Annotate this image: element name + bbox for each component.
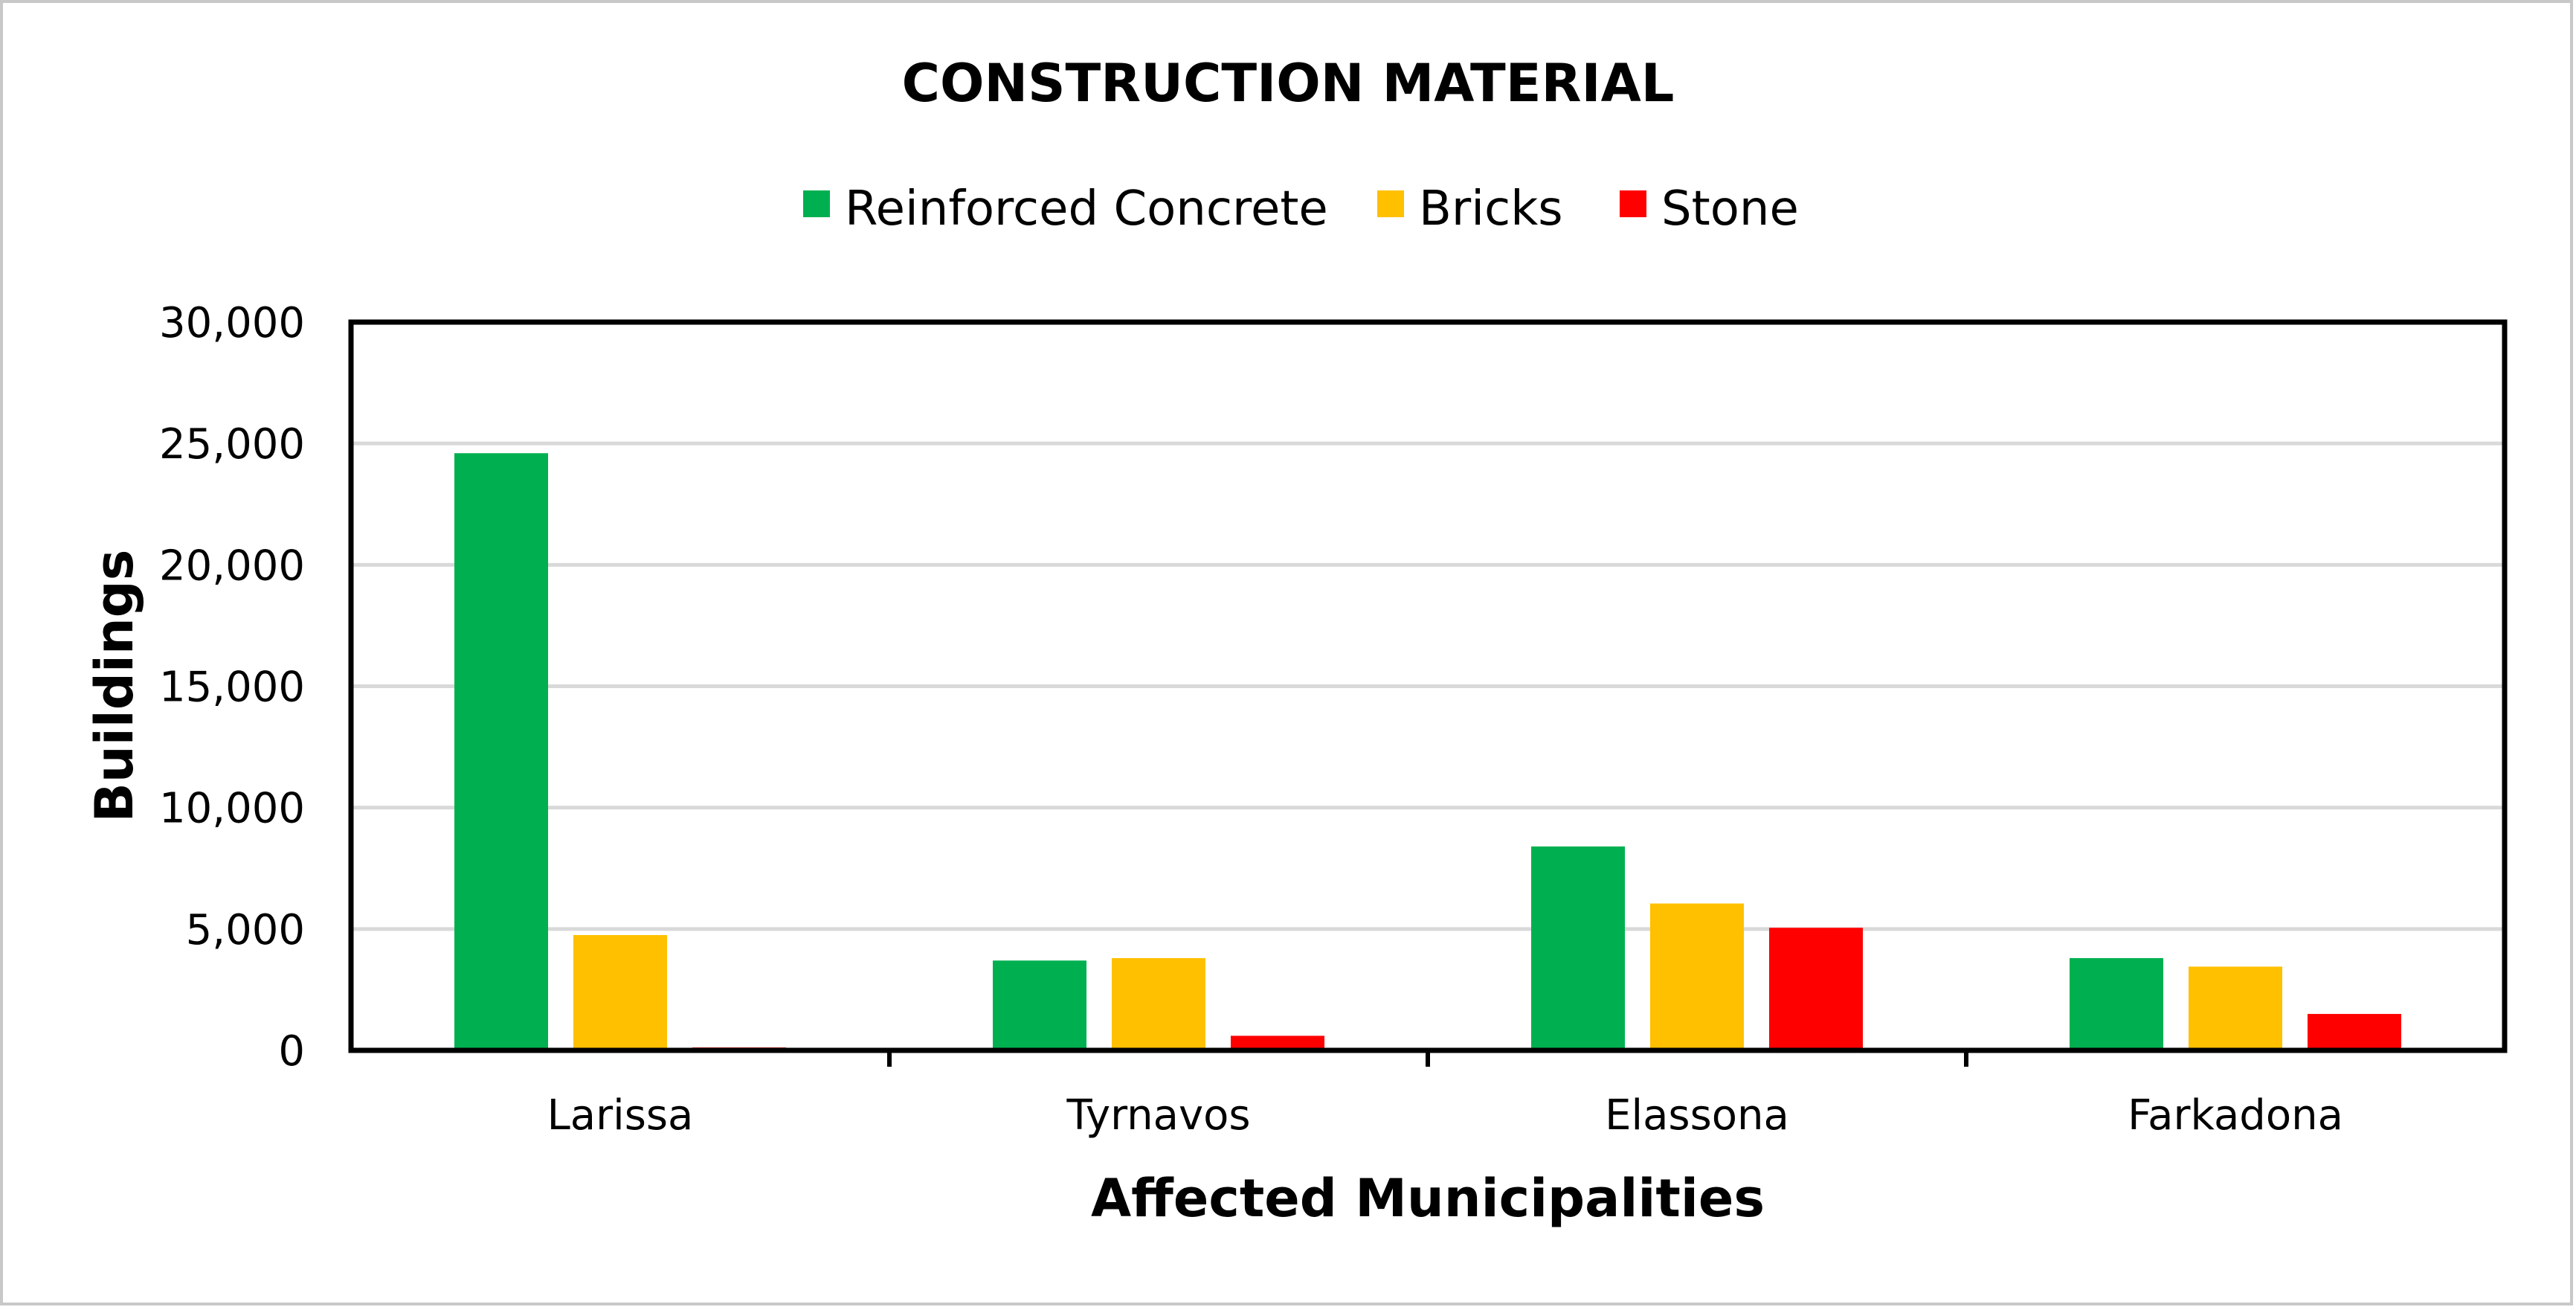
y-tick-label: 20,000 — [159, 542, 305, 590]
bar-elassona-bricks — [1650, 903, 1744, 1050]
bar-tyrnavos-bricks — [1112, 957, 1205, 1050]
gridlines — [351, 441, 2505, 931]
x-tick-label: Elassona — [1605, 1091, 1789, 1140]
bar-larissa-reinforced-concrete — [454, 453, 548, 1050]
bar-elassona-reinforced-concrete — [1531, 846, 1625, 1050]
y-tick-label: 5,000 — [186, 906, 305, 954]
chart-title: CONSTRUCTION MATERIAL — [902, 53, 1675, 114]
y-tick-labels: 0 5,000 10,000 15,000 20,000 25,000 30,000 — [159, 299, 305, 1076]
bar-tyrnavos-reinforced-concrete — [993, 960, 1086, 1050]
y-tick-label: 15,000 — [159, 664, 305, 712]
legend-label: Stone — [1661, 182, 1799, 237]
bar-farkadona-stone — [2308, 1014, 2401, 1050]
bar-farkadona-bricks — [2189, 966, 2282, 1050]
legend-swatch-bricks — [1377, 190, 1404, 217]
y-tick-label: 0 — [278, 1027, 305, 1076]
legend-swatch-reinforced-concrete — [803, 190, 830, 217]
x-tick-labels: Larissa Tyrnavos Elassona Farkadona — [547, 1091, 2343, 1140]
x-tick-label: Larissa — [547, 1091, 694, 1140]
bar-tyrnavos-stone — [1231, 1035, 1324, 1050]
legend-label: Reinforced Concrete — [845, 182, 1328, 237]
x-axis-title: Affected Municipalities — [1091, 1168, 1765, 1229]
bars — [454, 453, 2401, 1050]
y-axis-title: Buildings — [84, 550, 145, 823]
legend: Reinforced Concrete Bricks Stone — [803, 182, 1799, 237]
bar-larissa-bricks — [573, 934, 667, 1050]
bar-elassona-stone — [1769, 928, 1863, 1050]
legend-label: Bricks — [1419, 182, 1563, 237]
x-tick-label: Farkadona — [2128, 1091, 2343, 1140]
x-tick-label: Tyrnavos — [1066, 1091, 1250, 1140]
bar-farkadona-reinforced-concrete — [2070, 957, 2163, 1050]
y-tick-label: 25,000 — [159, 420, 305, 469]
y-tick-label: 30,000 — [159, 299, 305, 347]
axes — [348, 319, 2508, 1067]
y-tick-label: 10,000 — [159, 785, 305, 833]
legend-swatch-stone — [1620, 190, 1646, 217]
